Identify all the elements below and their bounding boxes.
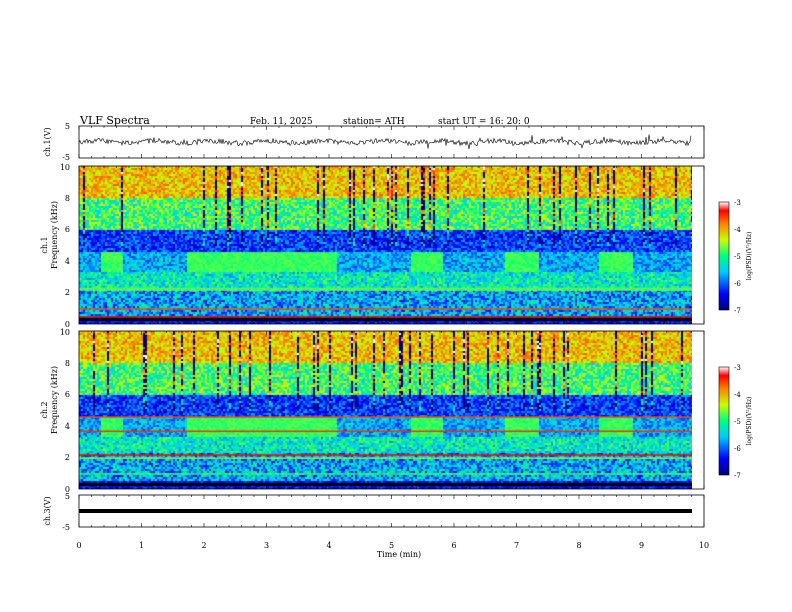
ch1-waveform-trace [78,134,692,150]
ch1-ytick-top: 5 [65,122,70,131]
ch2-ytick-2: 2 [65,453,70,462]
x-tick-label: 7 [514,541,519,550]
ch1-ytick-8: 8 [65,194,70,203]
ch1-ytick-6: 6 [65,225,70,234]
ch1-ytick-2: 2 [65,288,70,297]
ch1-cbar-tick-m7: -7 [734,307,741,315]
ch3-waveform-trace [79,509,692,513]
x-tick-label: 2 [201,541,206,550]
ch2-colorbar-label: log(PSD)(V²/Hz) [746,397,753,446]
x-tick-label: 8 [576,541,581,550]
ch1-colorbar-label: log(PSD)(V²/Hz) [746,232,753,281]
ch2-spectrogram-ylabel-channel: ch.2 [40,401,49,418]
ch2-spectrogram-image [79,331,692,489]
ch1-spectrogram-ylabel-frequency: Frequency (kHz) [50,201,59,269]
ch3-waveform-ticks [78,495,705,527]
ch3-ytick-bottom: -5 [62,523,70,532]
start-time-label: start UT = 16: 20: 0 [438,117,530,127]
ch2-ytick-4: 4 [65,422,70,431]
ch1-colorbar: -3 -4 -5 -6 -7 log(PSD)(V²/Hz) [718,199,753,315]
ch3-waveform-panel: 5 -5 ch.3(V) [43,492,705,532]
ch1-waveform-ylabel: ch.1(V) [43,127,52,156]
ch2-spectrogram-raster [79,331,692,489]
date-label: Feb. 11, 2025 [250,117,313,127]
ch2-spectrogram-panel: 0 2 4 6 8 10 ch.2 Frequency (kHz) [40,328,705,494]
ch1-ytick-4: 4 [65,257,70,266]
x-axis-label: Time (min) [377,550,421,559]
x-tick-label: 4 [326,541,331,550]
x-tick-label: 9 [639,541,644,550]
ch1-cbar-tick-m5: -5 [734,253,741,261]
ch2-cbar-tick-m3: -3 [734,364,741,372]
x-tick-label: 6 [451,541,456,550]
ch1-spectrogram-ylabel-channel: ch.1 [40,236,49,253]
ch2-ytick-10: 10 [60,328,70,337]
ch2-ytick-0: 0 [65,485,70,494]
ch3-waveform-ylabel: ch.3(V) [43,496,52,525]
ch1-waveform-ticks [78,126,705,158]
x-axis-tick-labels: 0 1 2 3 4 5 6 7 8 9 10 [76,541,709,550]
ch1-ytick-0: 0 [65,320,70,329]
ch1-spectrogram-raster [79,166,692,324]
ch1-spectrogram-ticks [78,166,705,324]
ch1-waveform-frame [78,125,705,159]
ch1-spectrogram-yticks: 0 2 4 6 8 10 [60,163,70,329]
ch2-spectrogram-ticks [78,331,705,489]
ch2-cbar-tick-m6: -6 [734,445,741,453]
ch1-waveform-panel: 5 -5 ch.1(V) [43,122,705,162]
x-tick-label: 1 [139,541,144,550]
ch1-spectrogram-panel: 0 2 4 6 8 10 ch.1 Frequency (kHz) [40,163,705,329]
ch2-ytick-8: 8 [65,359,70,368]
station-label: station= ATH [343,117,405,127]
ch2-spectrogram-yticks: 0 2 4 6 8 10 [60,328,70,494]
x-tick-label: 3 [264,541,269,550]
ch1-spectrogram-image [79,166,692,324]
ch2-cbar-tick-m7: -7 [734,472,741,480]
ch2-cbar-tick-m4: -4 [734,391,741,399]
x-tick-label: 10 [699,541,709,550]
ch1-cbar-tick-m4: -4 [734,226,741,234]
ch2-colorbar: -3 -4 -5 -6 -7 log(PSD)(V²/Hz) [718,364,753,480]
ch1-colorbar-gradient [718,201,730,311]
figure-title: VLF Spectra [79,114,150,127]
ch1-cbar-tick-m3: -3 [734,199,741,207]
ch2-colorbar-gradient [718,366,730,476]
ch1-ytick-10: 10 [60,163,70,172]
x-tick-label: 5 [389,541,394,550]
ch1-cbar-tick-m6: -6 [734,280,741,288]
ch2-spectrogram-ylabel-frequency: Frequency (kHz) [50,366,59,434]
ch2-ytick-6: 6 [65,390,70,399]
ch3-ytick-top: 5 [65,492,70,501]
ch2-cbar-tick-m5: -5 [734,418,741,426]
ch1-ytick-bottom: -5 [62,153,70,162]
x-tick-label: 0 [76,541,81,550]
